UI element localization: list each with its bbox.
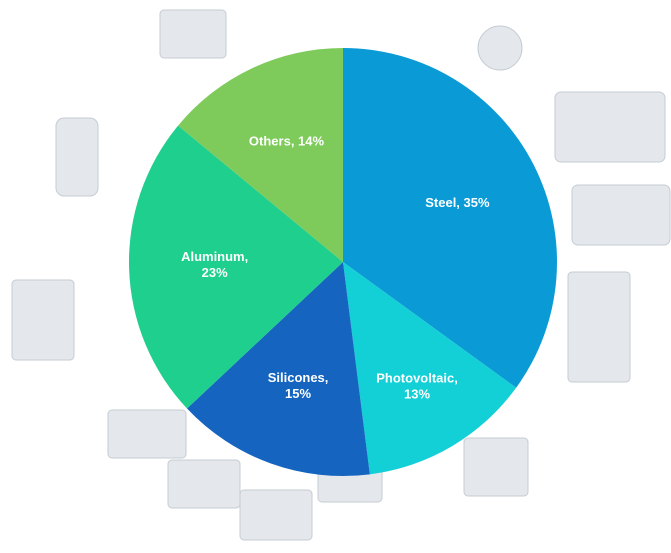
pie-slice (187, 262, 370, 477)
car-frame-image (554, 91, 666, 163)
pie-slice (343, 262, 517, 475)
paint-image (107, 409, 187, 459)
slice-label: Aluminum, 23% (181, 249, 248, 280)
bridge-image (159, 9, 227, 59)
pie-slice (178, 48, 343, 262)
slice-label: Others, 14% (249, 133, 325, 148)
wheel-image (477, 25, 523, 71)
caulk-image (239, 489, 313, 541)
slice-label: Photovoltaic, 13% (376, 371, 458, 402)
solar-image (463, 437, 529, 497)
cable-image (11, 279, 75, 361)
pie-slice (343, 48, 557, 388)
lipstick-image (167, 459, 241, 509)
pipes-image (571, 184, 671, 246)
can-image (55, 117, 99, 197)
slice-label: Steel, 35% (425, 195, 490, 210)
building-image (567, 271, 631, 383)
illustrations (11, 9, 671, 541)
pie-slice (129, 125, 343, 409)
slice-label: Silicones, 15% (268, 370, 329, 401)
